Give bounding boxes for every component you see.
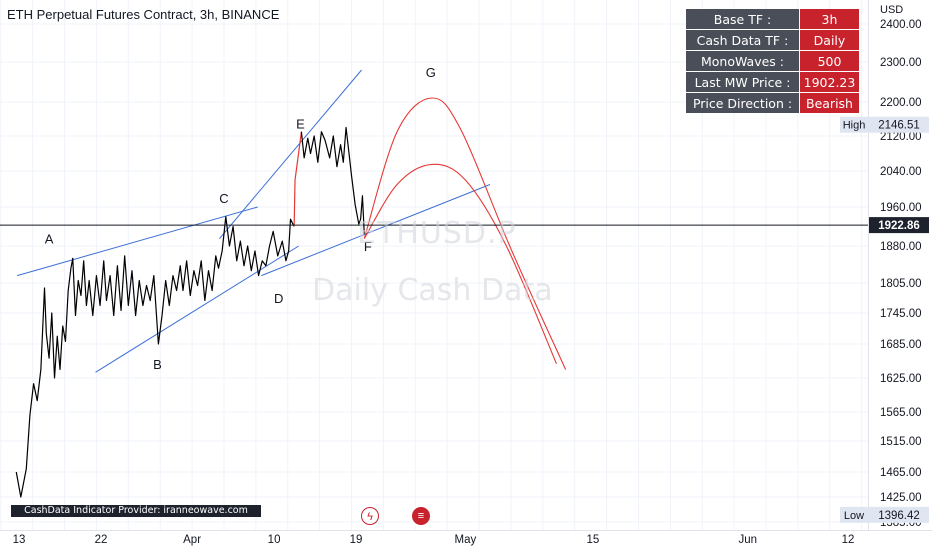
watermark-symbol: ETHUSD.P — [357, 216, 517, 251]
x-tick-label: 22 — [95, 534, 108, 546]
high-label: High — [843, 120, 866, 132]
flash-icon[interactable]: ϟ — [361, 507, 379, 525]
info-value: Bearish — [800, 93, 859, 113]
us-flag-icon[interactable]: ≡ — [412, 507, 430, 525]
y-tick-label: 1685.00 — [880, 339, 922, 351]
wave-label-c: C — [219, 191, 228, 206]
high-label-bg — [840, 116, 869, 133]
y-tick-label: 2040.00 — [880, 166, 922, 178]
price-segment — [15, 216, 295, 498]
y-tick-label: 2300.00 — [880, 57, 922, 69]
trend-line — [17, 206, 258, 277]
y-tick-label: 1465.00 — [880, 467, 922, 479]
x-tick-label: 13 — [13, 534, 26, 546]
projection-upper — [363, 97, 567, 370]
y-tick-label: 1565.00 — [880, 407, 922, 419]
info-row-price-direction: Price Direction : Bearish — [686, 93, 859, 113]
x-tick-label: 19 — [350, 534, 363, 546]
info-key: MonoWaves : — [686, 51, 799, 71]
info-value: 500 — [800, 51, 859, 71]
y-tick-label: 1625.00 — [880, 373, 922, 385]
y-tick-label: 1515.00 — [880, 436, 922, 448]
info-key: Base TF : — [686, 9, 799, 29]
y-tick-label: 1880.00 — [880, 241, 922, 253]
x-tick-label: 12 — [842, 534, 855, 546]
low-label: Low — [844, 510, 864, 522]
wave-label-a: A — [45, 232, 54, 247]
price-segment — [300, 126, 365, 234]
y-tick-label: 1805.00 — [880, 278, 922, 290]
trend-lines — [17, 69, 491, 373]
info-key: Cash Data TF : — [686, 30, 799, 50]
info-row-monowaves: MonoWaves :500 — [686, 51, 859, 71]
last-price-label: 1922.86 — [878, 220, 920, 232]
currency-label: USD — [880, 4, 904, 16]
info-row-last-mw-price: Last MW Price :1902.23 — [686, 72, 859, 92]
info-value: 1902.23 — [800, 72, 859, 92]
watermark-text: Daily Cash Data — [312, 273, 553, 308]
x-tick-label: 15 — [587, 534, 600, 546]
wave-label-e: E — [296, 116, 305, 131]
info-key: Last MW Price : — [686, 72, 799, 92]
x-tick-label: May — [455, 534, 477, 546]
chart-title: ETH Perpetual Futures Contract, 3h, BINA… — [7, 7, 280, 22]
time-axis: 13 22 Apr 10 19 May 15 Jun 12 — [0, 530, 932, 546]
trend-line — [219, 69, 362, 240]
info-key: Price Direction : — [686, 93, 799, 113]
trend-line — [261, 184, 491, 277]
y-tick-label: 2400.00 — [880, 19, 922, 31]
wave-label-b: B — [153, 357, 162, 372]
wave-labels: A B C D E F G — [45, 65, 436, 372]
y-tick-label: 2120.00 — [880, 131, 922, 143]
wave-label-f: F — [364, 239, 372, 254]
y-tick-label: 1425.00 — [880, 492, 922, 504]
x-tick-label: Apr — [183, 534, 201, 546]
info-row-base-tf: Base TF :3h — [686, 9, 859, 29]
last-price-tag — [869, 217, 929, 234]
info-value: 3h — [800, 9, 859, 29]
y-tick-label: 2200.00 — [880, 97, 922, 109]
price-segment — [293, 131, 303, 227]
high-value: 2146.51 — [878, 120, 920, 132]
low-value-bg — [869, 506, 929, 523]
projection-lower — [363, 163, 557, 365]
high-value-bg — [869, 116, 929, 133]
info-table: Base TF :3h Cash Data TF : Daily MonoWave… — [685, 8, 860, 114]
low-label-bg — [840, 506, 869, 523]
projection-curves — [363, 97, 567, 370]
y-tick-label: 1960.00 — [880, 202, 922, 214]
wave-label-g: G — [426, 65, 436, 80]
info-value: Daily — [800, 30, 859, 50]
last-price-line: 1922.86 — [0, 217, 929, 234]
x-tick-label: Jun — [739, 534, 758, 546]
provider-label: CashData Indicator Provider: iranneowave… — [11, 505, 261, 517]
price-axis: 2400.00 2300.00 2200.00 2120.00 2040.00 1960.… — [840, 0, 929, 530]
wave-label-d: D — [274, 291, 283, 306]
price-series — [15, 126, 365, 498]
info-row-cash-data-tf: Cash Data TF : Daily — [686, 30, 859, 50]
low-value: 1396.42 — [878, 510, 920, 522]
y-tick-label: 1745.00 — [880, 308, 922, 320]
trend-line — [95, 245, 299, 373]
x-tick-label: 10 — [268, 534, 281, 546]
